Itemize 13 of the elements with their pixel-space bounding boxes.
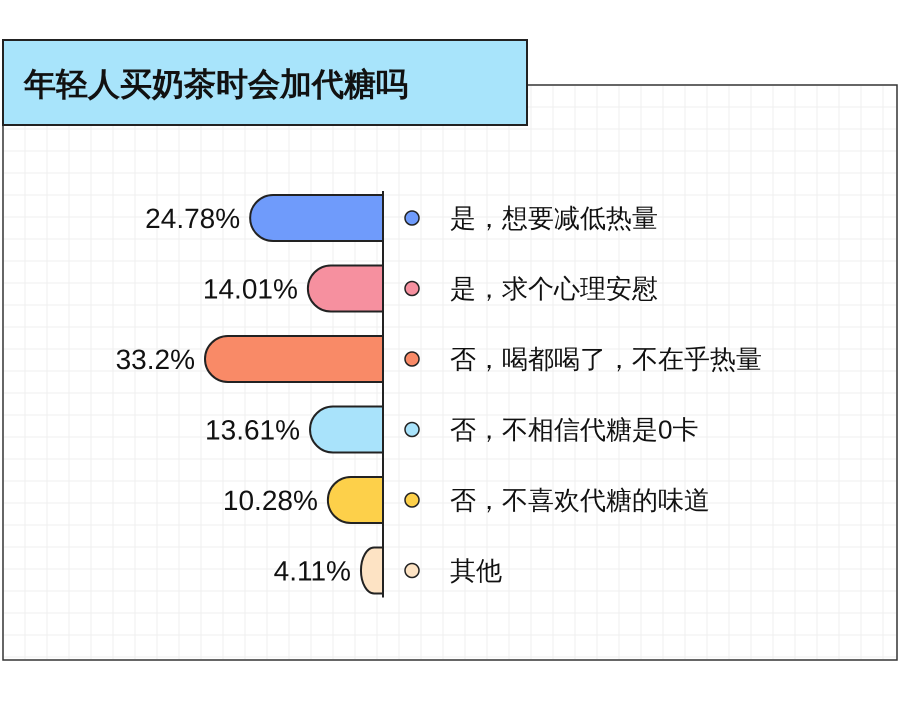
- data-label: 4.11%: [274, 556, 351, 586]
- y-tick-label: 否，喝都喝了，不在乎热量: [450, 344, 762, 374]
- y-tick-label: 否，不喜欢代糖的味道: [450, 485, 710, 515]
- data-label: 14.01%: [202, 274, 298, 304]
- y-tick-label: 其他: [450, 556, 502, 586]
- data-label: 33.2%: [116, 344, 195, 375]
- y-tick-label: 否，不相信代糖是0卡: [450, 414, 698, 444]
- data-label: 10.28%: [222, 485, 318, 516]
- y-tick-label: 是，想要减低热量: [450, 203, 658, 233]
- y-tick-label: 是，求个心理安慰: [450, 274, 658, 304]
- chart-title: 年轻人买奶茶时会加代糖吗: [23, 66, 408, 102]
- data-label: 24.78%: [145, 203, 240, 234]
- data-label: 13.61%: [205, 414, 300, 446]
